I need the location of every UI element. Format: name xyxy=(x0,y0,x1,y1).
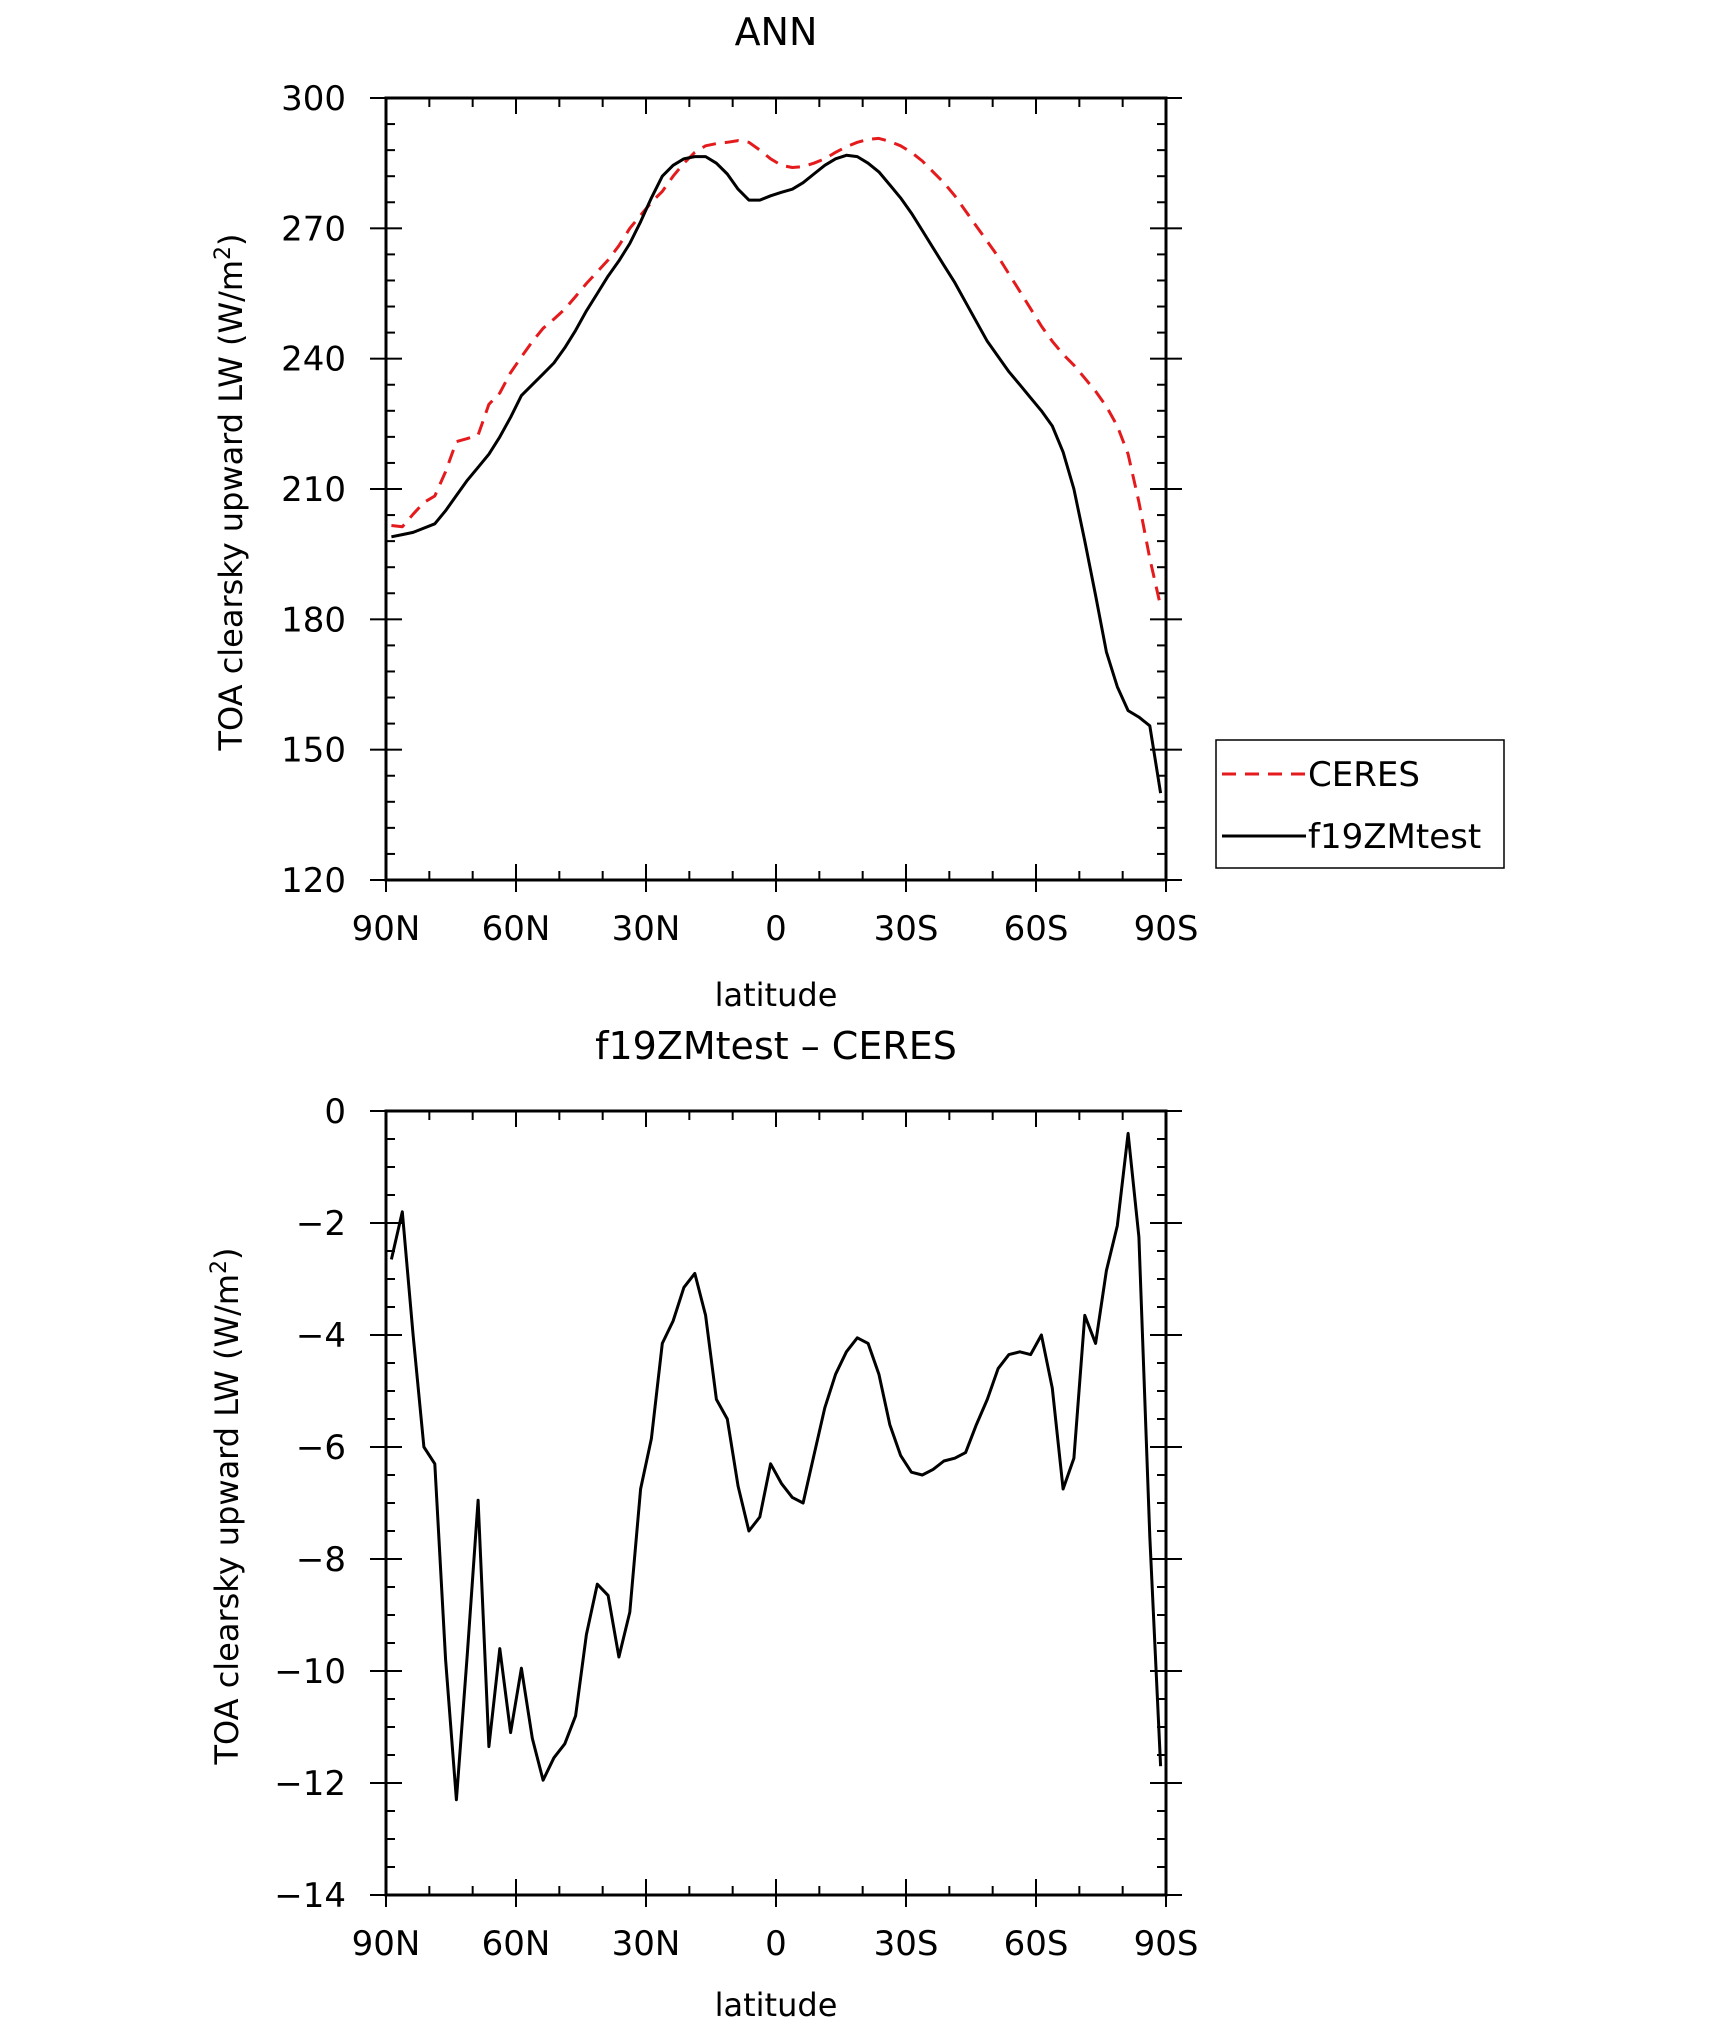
x-tick-label: 60S xyxy=(1004,1924,1069,1964)
chart-diff: f19ZMtest – CERES TOA clearsky upward LW… xyxy=(207,1024,1198,2021)
y-tick-label: −4 xyxy=(296,1316,346,1356)
y-tick-label: −6 xyxy=(296,1428,346,1468)
x-tick-label: 0 xyxy=(765,909,787,949)
y-tick-label: 120 xyxy=(281,861,346,901)
y-axis-label: TOA clearsky upward LW (W/m2) xyxy=(211,233,250,751)
x-axis-label: latitude xyxy=(715,976,838,1014)
chart-title: f19ZMtest – CERES xyxy=(595,1024,957,1068)
y-tick-label: −8 xyxy=(296,1540,346,1580)
plot-frame xyxy=(384,96,1168,882)
y-tick-label: 300 xyxy=(281,79,346,119)
y-tick-label: 0 xyxy=(324,1092,346,1132)
x-tick-label: 30S xyxy=(874,909,939,949)
y-axis-label: TOA clearsky upward LW (W/m2) xyxy=(207,1247,246,1765)
y-tick-label: 210 xyxy=(281,470,346,510)
y-tick-label: −10 xyxy=(274,1652,346,1692)
y-tick-label: −14 xyxy=(274,1876,346,1916)
x-tick-label: 90N xyxy=(352,1924,421,1964)
plot-series xyxy=(389,1131,1163,1802)
x-tick-label: 60N xyxy=(482,909,551,949)
series-line-f19zmtest xyxy=(391,153,1163,794)
x-tick-label: 30S xyxy=(874,1924,939,1964)
axis-ticks: 90N 60N 30N 0 30S 60S 90S 120 150 180 210 240 270 300 xyxy=(281,79,1198,949)
x-tick-label: 0 xyxy=(765,1924,787,1964)
x-tick-label: 30N xyxy=(612,909,681,949)
x-tick-label: 60S xyxy=(1004,909,1069,949)
y-tick-label: −2 xyxy=(296,1204,346,1244)
x-tick-label: 30N xyxy=(612,1924,681,1964)
plot-series xyxy=(391,136,1163,794)
y-tick-label: 180 xyxy=(281,600,346,640)
y-tick-label: −12 xyxy=(274,1764,346,1804)
y-tick-label: 240 xyxy=(281,340,346,380)
legend: CERES f19ZMtest xyxy=(1215,739,1505,869)
legend-label-ceres: CERES xyxy=(1308,755,1420,795)
legend-box xyxy=(1215,739,1505,869)
series-line-ceres xyxy=(391,136,1163,607)
x-tick-label: 60N xyxy=(482,1924,551,1964)
x-tick-label: 90N xyxy=(352,909,421,949)
axis-ticks: 90N 60N 30N 0 30S 60S 90S 0 −2 −4 −6 −8 −10 −12 −14 xyxy=(274,1092,1198,1964)
x-tick-label: 90S xyxy=(1134,909,1199,949)
y-tick-label: 270 xyxy=(281,209,346,249)
chart-ann: ANN TOA clearsky upward LW (W/m2) latitu… xyxy=(211,10,1505,1014)
x-tick-label: 90S xyxy=(1134,1924,1199,1964)
series-line-diff xyxy=(389,1131,1163,1802)
x-axis-label: latitude xyxy=(715,1986,838,2021)
y-tick-label: 150 xyxy=(281,731,346,771)
legend-label-f19zmtest: f19ZMtest xyxy=(1308,817,1481,857)
chart-title: ANN xyxy=(735,10,818,54)
plot-frame xyxy=(384,1109,1168,1897)
